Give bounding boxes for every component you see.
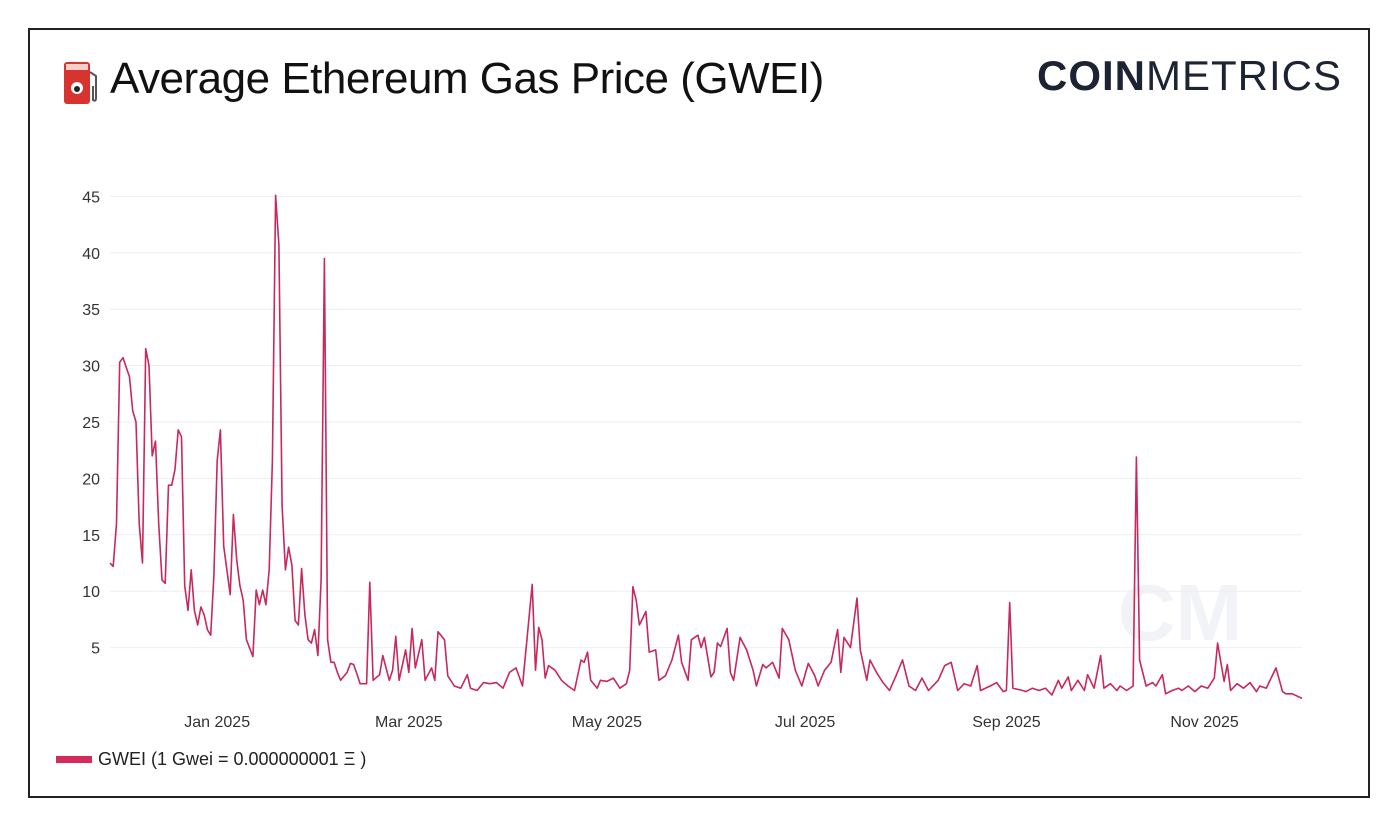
y-tick-label: 25 (82, 415, 100, 432)
logo-bold: COIN (1037, 52, 1146, 99)
y-tick-label: 30 (82, 359, 100, 376)
logo-light: METRICS (1146, 52, 1342, 99)
y-tick-label: 40 (82, 246, 100, 263)
page-title: Average Ethereum Gas Price (GWEI) (110, 54, 824, 103)
legend[interactable]: GWEI (1 Gwei = 0.000000001 Ξ ) (56, 749, 366, 770)
x-tick-label: May 2025 (572, 714, 642, 731)
x-tick-label: Jan 2025 (184, 714, 250, 731)
x-tick-label: Jul 2025 (775, 714, 836, 731)
y-tick-label: 15 (82, 528, 100, 545)
chart-frame (28, 28, 1370, 798)
x-tick-label: Nov 2025 (1170, 714, 1239, 731)
y-tick-label: 45 (82, 189, 100, 206)
fuel-pump-icon (62, 60, 102, 106)
series-line (109, 194, 1303, 700)
y-tick-label: 20 (82, 471, 100, 488)
legend-label: GWEI (1 Gwei = 0.000000001 Ξ ) (98, 749, 367, 769)
legend-swatch (56, 756, 92, 763)
x-tick-label: Sep 2025 (972, 714, 1041, 731)
y-tick-label: 5 (91, 641, 100, 658)
coinmetrics-logo: COINMETRICS (1037, 52, 1342, 100)
y-tick-label: 35 (82, 302, 100, 319)
y-tick-label: 10 (82, 584, 100, 601)
watermark: CM (1118, 568, 1242, 657)
x-tick-label: Mar 2025 (375, 714, 443, 731)
